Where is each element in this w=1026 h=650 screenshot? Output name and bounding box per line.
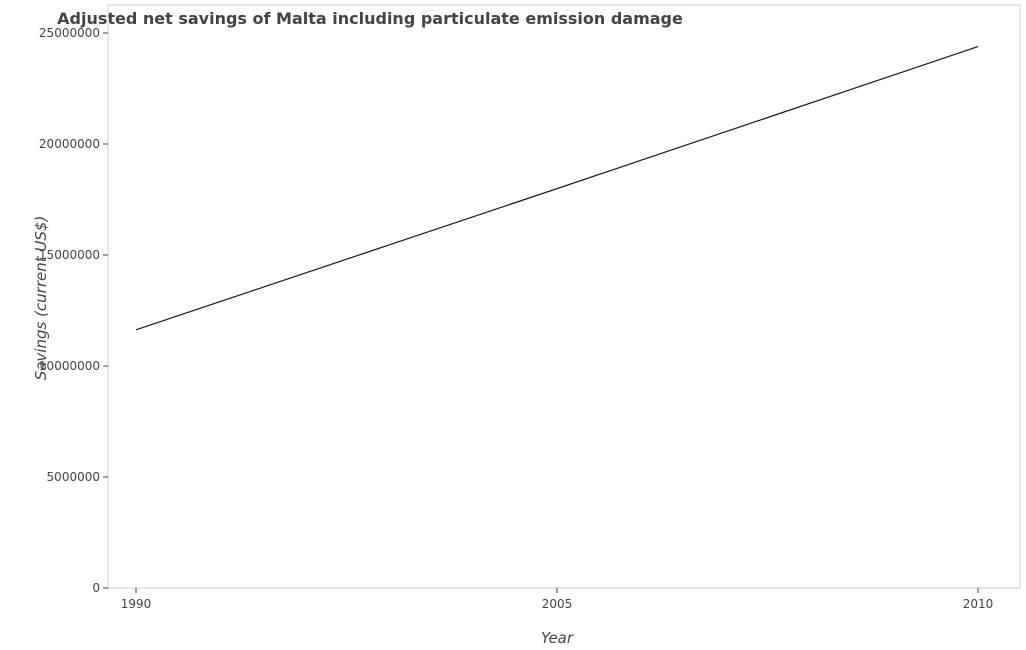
- y-tick-label: 15000000: [39, 248, 100, 262]
- y-tick-label: 20000000: [39, 137, 100, 151]
- y-axis: 0 5000000 10000000 15000000 20000000 25000000: [39, 26, 108, 595]
- series-line: [135, 45, 979, 331]
- y-tick-label: 25000000: [39, 26, 100, 40]
- plot-frame: [107, 4, 1021, 589]
- x-tick-label: 2005: [542, 597, 573, 611]
- x-axis-label: Year: [541, 629, 574, 647]
- x-axis: 1990 2005 2010: [121, 588, 994, 611]
- x-tick-label: 1990: [121, 597, 152, 611]
- y-tick-label: 5000000: [47, 470, 100, 484]
- y-tick-label: 10000000: [39, 359, 100, 373]
- x-tick-label: 2010: [963, 597, 994, 611]
- plot-area: [107, 4, 1021, 589]
- y-axis-label: Savings (current US$): [32, 216, 50, 381]
- y-tick-label: 0: [92, 581, 100, 595]
- chart-title: Adjusted net savings of Malta including …: [57, 9, 683, 28]
